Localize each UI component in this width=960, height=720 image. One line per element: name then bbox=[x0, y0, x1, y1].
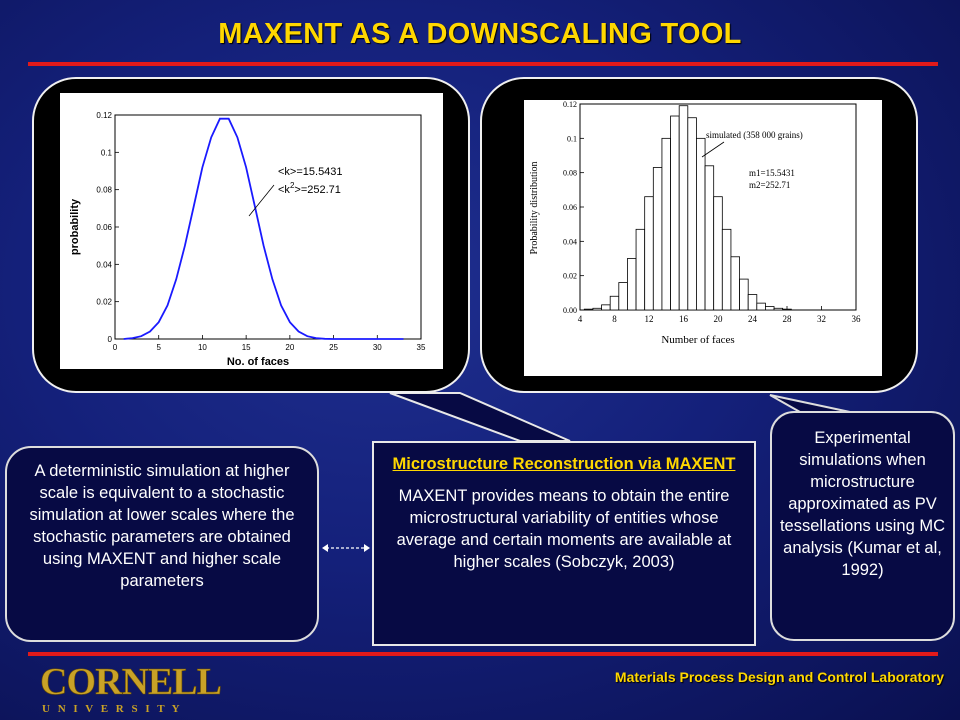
histogram-bar bbox=[713, 196, 723, 311]
reconstruction-heading: Microstructure Reconstruction via MAXENT bbox=[392, 455, 736, 473]
cornell-logo: CORNELL U N I V E R S I T Y bbox=[40, 661, 223, 715]
maxent-curve bbox=[123, 117, 404, 340]
histogram-bar bbox=[704, 165, 715, 311]
histogram-bar bbox=[627, 258, 637, 311]
top-red-rule bbox=[28, 62, 938, 66]
left-ytick-label: 0.12 bbox=[96, 111, 112, 120]
cornell-logo-word: CORNELL bbox=[40, 661, 221, 703]
histogram-bar bbox=[609, 295, 620, 311]
deterministic-simulation-note: A deterministic simulation at higher sca… bbox=[5, 446, 319, 642]
footer-lab-name: Materials Process Design and Control Lab… bbox=[614, 669, 944, 685]
left-annotation-second-moment: <k2>=252.71 bbox=[278, 181, 341, 196]
histogram-bar bbox=[696, 137, 706, 311]
left-ytick-label: 0.04 bbox=[96, 260, 112, 269]
right-annotation-m1: m1=15.5431 bbox=[749, 168, 795, 178]
right-xtick-label: 32 bbox=[817, 314, 826, 324]
left-xtick-label: 5 bbox=[156, 343, 161, 352]
right-xtick-label: 28 bbox=[783, 314, 793, 324]
left-xtick-label: 25 bbox=[329, 343, 338, 352]
right-ytick-label: 0.00 bbox=[563, 306, 577, 315]
experimental-simulations-note: Experimental simulations when microstruc… bbox=[770, 411, 955, 641]
right-xtick-label: 36 bbox=[852, 314, 862, 324]
maxent-distribution-chart: 0 5 10 15 20 25 30 35 00.020.040.060.080.10.12 … bbox=[69, 111, 426, 368]
histogram-bar bbox=[652, 167, 663, 311]
maxent-plot-panel: 0 5 10 15 20 25 30 35 0 0.02 0.04 0.06 0.08 0.1 0.12 … bbox=[60, 93, 443, 369]
histogram-bar bbox=[583, 308, 594, 311]
histogram-bar bbox=[635, 228, 646, 311]
left-xtick-label: 35 bbox=[417, 343, 426, 352]
right-ytick-label: 0.1 bbox=[567, 134, 577, 143]
right-xtick-label: 20 bbox=[714, 314, 724, 324]
histogram-bar bbox=[687, 117, 697, 311]
left-xtick-label: 10 bbox=[198, 343, 207, 352]
histogram-bar bbox=[601, 304, 611, 311]
experimental-histogram-chart: 4 8 12 16 20 24 28 32 36 0.00 0.02 0.04 0.06 0.08 0.1… bbox=[529, 100, 862, 346]
histogram-bar bbox=[592, 307, 602, 311]
histogram-bar bbox=[739, 278, 749, 311]
bottom-red-rule bbox=[28, 652, 938, 656]
histogram-bar bbox=[618, 282, 628, 311]
right-xtick-label: 12 bbox=[645, 314, 654, 324]
experimental-plot-panel: 4 8 12 16 20 24 28 32 36 0.00 0.02 0.04 0.06 0.08 0.1… bbox=[524, 100, 882, 376]
left-annotation-pointer bbox=[248, 184, 275, 217]
right-ylabel: Probability distribution bbox=[529, 161, 540, 254]
right-ytick-label: 0.04 bbox=[563, 237, 577, 246]
histogram-bar bbox=[747, 294, 758, 311]
histogram-bar bbox=[644, 196, 654, 311]
microstructure-reconstruction-box: Microstructure Reconstruction via MAXENT… bbox=[372, 441, 756, 646]
double-arrow-icon bbox=[322, 544, 370, 552]
histogram-bar bbox=[670, 115, 680, 311]
left-ytick-label: 0.1 bbox=[101, 148, 113, 157]
right-annotation-m2: m2=252.71 bbox=[749, 180, 790, 190]
right-annotation-pointer bbox=[701, 141, 725, 158]
cornell-logo-sub: U N I V E R S I T Y bbox=[42, 703, 182, 715]
left-xtick-label: 30 bbox=[373, 343, 382, 352]
right-annotation-simulated: simulated (358 000 grains) bbox=[706, 130, 803, 140]
right-xtick-label: 24 bbox=[748, 314, 758, 324]
histogram-bar bbox=[756, 302, 766, 311]
right-xlabel: Number of faces bbox=[661, 334, 734, 346]
right-xtick-label: 16 bbox=[679, 314, 689, 324]
right-ytick-label: 0.02 bbox=[563, 272, 577, 281]
left-xtick-label: 15 bbox=[242, 343, 251, 352]
right-xtick-label: 4 bbox=[578, 314, 583, 324]
right-ytick-label: 0.08 bbox=[563, 169, 577, 178]
left-ytick-label: 0.02 bbox=[96, 298, 112, 307]
right-ytick-label: 0.12 bbox=[563, 100, 577, 109]
left-xtick-label: 20 bbox=[285, 343, 294, 352]
left-ylabel: probability bbox=[69, 198, 81, 255]
left-ytick-label: 0 bbox=[108, 335, 113, 344]
histogram-bar bbox=[730, 256, 740, 311]
left-xtick-label: 0 bbox=[113, 343, 118, 352]
histogram-bar bbox=[678, 105, 689, 311]
left-ytick-label: 0.06 bbox=[96, 223, 112, 232]
left-annotation-mean: <k>=15.5431 bbox=[278, 166, 343, 178]
right-xtick-label: 8 bbox=[612, 314, 617, 324]
left-ytick-label: 0.08 bbox=[96, 186, 112, 195]
left-xlabel: No. of faces bbox=[227, 356, 289, 368]
right-ytick-label: 0.06 bbox=[563, 203, 577, 212]
reconstruction-body: MAXENT provides means to obtain the enti… bbox=[396, 487, 732, 571]
histogram-bar bbox=[782, 308, 792, 311]
histogram-bar bbox=[721, 228, 732, 311]
histogram-bar bbox=[765, 306, 775, 311]
slide-title: MAXENT AS A DOWNSCALING TOOL bbox=[218, 18, 742, 50]
histogram-bar bbox=[773, 307, 784, 311]
histogram-bar bbox=[661, 137, 671, 311]
